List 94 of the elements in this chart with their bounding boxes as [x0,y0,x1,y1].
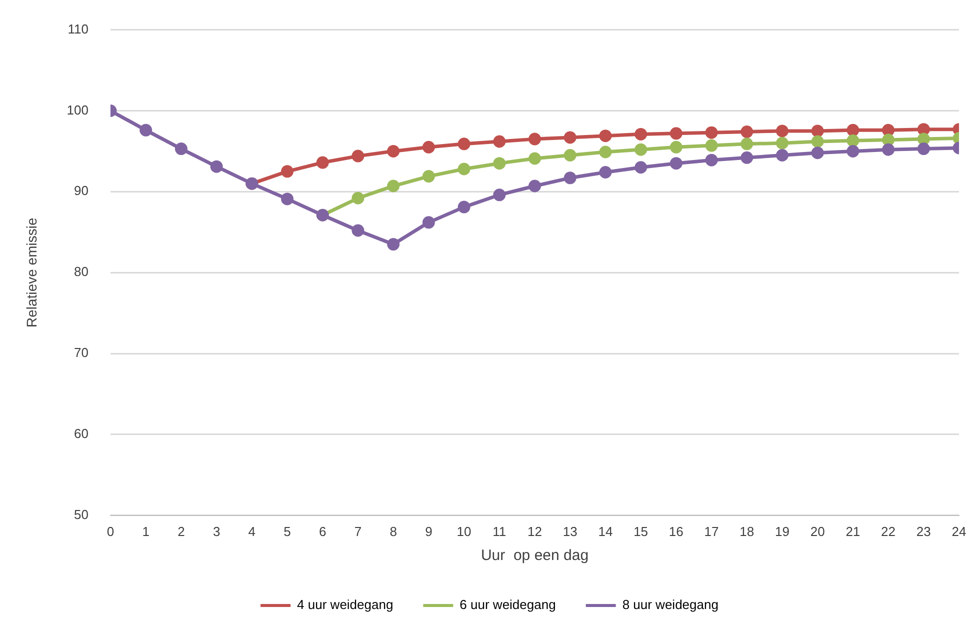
x-tick-label: 12 [528,524,542,539]
point [281,165,294,178]
y-tick-label: 110 [68,21,88,36]
point [528,180,541,192]
point [210,160,223,173]
point [316,156,329,169]
point [599,130,612,142]
point [811,124,824,138]
point [387,238,400,251]
point [564,148,576,162]
point [528,132,541,146]
point [670,127,682,140]
y-axis-title: Relatieve emissie [23,218,40,328]
x-tick-label: 2 [178,524,185,539]
y-tick-label: 70 [74,345,88,360]
x-tick-label: 0 [106,524,114,539]
point [740,151,754,164]
point [352,224,364,237]
x-tick-label: 17 [704,524,719,539]
point [705,126,718,139]
x-tick-label: 22 [881,524,896,539]
legend-label: 4 uur weidegang [297,597,394,612]
point [599,146,612,158]
point [705,139,718,152]
x-axis-title: Uur op een dag [480,547,589,564]
legend-label: 6 uur weidegang [460,597,556,612]
point [387,144,400,158]
y-tick-label: 90 [74,183,88,198]
y-tick-label: 100 [66,102,88,118]
point [846,134,860,147]
x-tick-label: 1 [142,524,150,539]
point [917,123,930,136]
point [634,161,648,174]
point [670,140,682,154]
x-tick-label: 11 [492,524,506,539]
x-tick-label: 13 [562,524,578,539]
point [493,157,506,170]
point [140,124,152,136]
point [705,154,718,166]
point [422,170,435,183]
x-tick-label: 9 [425,524,432,539]
x-tick-label: 20 [810,524,825,539]
point [917,142,930,156]
point [740,138,754,150]
y-tick-label: 80 [74,264,88,280]
point [458,162,470,176]
point [776,124,788,138]
x-tick-label: 18 [740,524,754,539]
x-tick-label: 3 [212,524,220,539]
point [634,128,648,140]
x-tick-label: 23 [916,524,931,539]
point [811,135,824,148]
point [387,180,400,192]
point [670,157,682,170]
point [882,143,895,156]
point [564,131,576,144]
legend-label: 8 uur weidegang [622,597,718,612]
x-tick-label: 16 [668,524,684,539]
point [458,200,470,214]
point [634,143,648,156]
point [776,136,788,150]
point [352,192,364,204]
x-tick-label: 6 [319,524,326,539]
point [846,144,860,158]
x-tick-label: 7 [354,524,362,539]
point [776,148,788,162]
point [882,134,895,146]
point [281,192,294,206]
y-tick-label: 60 [74,426,88,442]
point [422,140,435,154]
point [740,126,754,138]
x-tick-label: 15 [634,524,648,539]
x-tick-label: 21 [846,524,860,539]
x-tick-label: 10 [456,524,472,539]
point [174,142,188,156]
point [917,132,930,146]
x-tick-label: 8 [390,524,397,539]
point [422,216,435,229]
point [352,150,364,162]
point [599,166,612,178]
y-tick-label: 50 [74,506,88,522]
point [528,152,541,165]
x-tick-label: 24 [952,524,966,539]
x-tick-label: 4 [248,524,256,539]
point [458,138,470,150]
point [882,124,895,136]
point [564,172,576,184]
x-tick-label: 19 [774,524,790,539]
point [846,124,860,136]
point [493,135,506,148]
point [811,146,824,160]
point [493,188,506,202]
x-tick-label: 5 [284,524,291,539]
x-tick-label: 14 [598,524,613,539]
